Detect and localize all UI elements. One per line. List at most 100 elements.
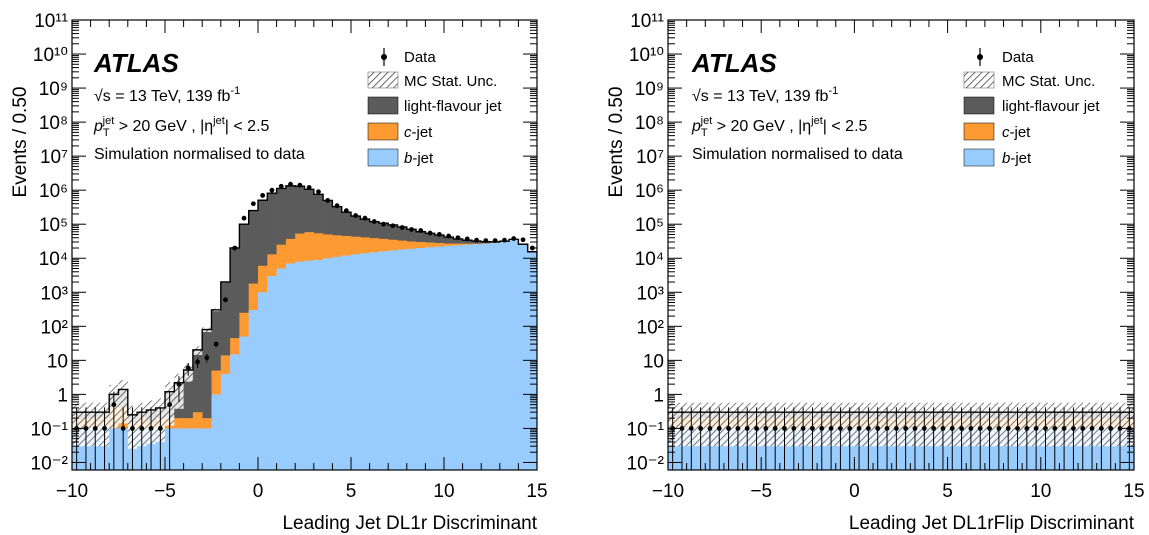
data-point [595,329,600,334]
light-flavour-jet-bar [202,329,212,470]
y-tick-label: 10⁻¹ [627,419,665,440]
data-point [921,426,927,431]
y-tick-label: 10⁶ [39,181,68,202]
y-tick-label: 10⁴ [39,249,68,270]
b-jet-bar [537,262,547,470]
b-jet-bar [323,258,333,470]
light-flavour-jet-bar [584,319,594,470]
mc-unc-band [1134,403,1143,447]
data-point [875,426,881,431]
data-point [511,236,517,241]
data-point [1061,426,1067,431]
data-point [241,215,247,221]
b-jet-bar [546,272,556,470]
legend-c-entry: c-jet [963,122,1031,141]
legend-mc-unc-label: MC Stat. Unc. [404,73,497,90]
b-jet-bar [1134,428,1144,470]
b-jet-bar [471,244,482,470]
legend-light-label: light-flavour jet [1002,98,1100,115]
mc-unc-band [584,318,593,321]
b-jet-bar [406,248,417,470]
right-energy-label: √s = 13 TeV, 139 fb-1 [692,85,838,105]
data-point [567,290,572,295]
light-flavour-jet-bar [537,261,547,470]
legend-light-entry: light-flavour jet [963,96,1100,115]
b-jet-bar [574,306,584,470]
data-point [987,426,992,431]
b-jet-bar [332,256,342,470]
data-point [316,189,321,195]
data-point [959,426,964,431]
mc-unc-band [621,365,630,385]
right-axes-frame [667,19,1135,471]
left-x-axis-title: Leading Jet DL1r Discriminant [282,513,537,534]
data-point [1024,426,1030,431]
light-flavour-jet-bar [593,331,603,470]
right-atlas-label: ATLAS [691,48,777,78]
light-flavour-jet-bar [565,292,575,470]
y-tick-label: 10⁻² [627,453,665,474]
data-point [800,426,806,431]
y-tick-label: 10⁻¹ [31,419,69,440]
y-tick-label: 10⁵ [635,215,664,236]
data-point [520,237,526,243]
data-point [1071,426,1076,431]
data-point [558,276,563,281]
data-point [353,213,359,218]
legend-c-label: c-jet [1002,124,1031,141]
b-jet-bar [276,268,287,470]
data-point [306,185,312,190]
legend-light-label: light-flavour jet [404,98,502,115]
data-point [903,426,909,431]
plot-layers [72,181,630,470]
b-jet-bar [230,354,240,470]
y-tick-label: 10³ [41,283,68,304]
y-tick-label: 10⁸ [635,113,664,134]
y-tick-label: 10⁴ [635,249,664,270]
mc-unc-band [118,379,128,424]
data-point [1146,426,1149,431]
data-point [483,238,489,243]
mc-unc-band [1143,403,1149,447]
data-point [409,227,414,232]
right-cut-label: pTjet > 20 GeV , |ηjet| < 2.5 [691,115,868,139]
data-point [474,237,479,243]
b-jet-bar [509,239,519,470]
y-tick-label: 10⁹ [635,79,664,100]
data-point [1043,426,1048,431]
data-point [1136,426,1141,431]
light-flavour-jet-bar [611,356,621,470]
data-point [120,426,126,431]
x-tick-label: −5 [154,481,176,502]
data-point [707,426,713,431]
data-point [278,183,284,189]
mc-unc-band [602,340,611,347]
c-jet-bar [611,358,621,470]
legend-b-entry: b-jet [963,148,1032,167]
data-point [604,342,609,347]
b-jet-bar [602,344,612,470]
b-jet-bar [584,320,594,470]
data-point [334,203,340,209]
y-tick-label: 10² [41,317,68,338]
light-flavour-jet-bar [556,281,566,470]
y-tick-label: 10² [637,317,664,338]
data-point [381,221,386,227]
data-point [772,426,778,431]
b-jet-bar [444,245,454,470]
data-point [1080,426,1086,431]
b-jet-bar [518,244,528,470]
x-tick-label: 5 [942,481,953,502]
legend-data-entry: Data [977,48,1034,66]
left-y-axis-title: Events / 0.50 [10,87,31,198]
left-atlas-label: ATLAS [93,48,179,78]
y-tick-label: 10³ [637,283,664,304]
legend-mc-unc-entry: MC Stat. Unc. [367,71,497,90]
data-point [1005,426,1011,431]
data-point [464,236,470,242]
b-jet-bar [211,394,222,470]
b-jet-bar [611,358,621,470]
data-point [492,238,498,243]
c-jet-bar [574,306,584,470]
